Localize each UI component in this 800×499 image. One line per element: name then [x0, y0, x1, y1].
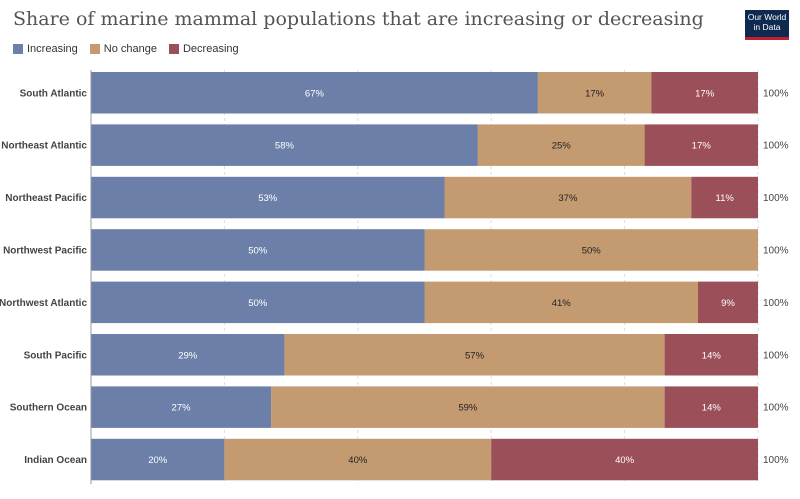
- data-label: 58%: [275, 141, 295, 152]
- data-label: 40%: [348, 455, 368, 466]
- bar-segment-no-change[interactable]: [284, 334, 665, 376]
- bar-segment-increasing[interactable]: [91, 438, 225, 481]
- logo-line-2: in Data: [753, 22, 781, 32]
- legend-swatch-decreasing: [168, 44, 179, 54]
- data-label: 59%: [458, 403, 478, 414]
- data-label: 57%: [465, 350, 485, 361]
- bar-segment-decreasing[interactable]: [651, 72, 758, 114]
- legend-item-increasing[interactable]: Increasing: [13, 43, 78, 55]
- data-label: 41%: [552, 298, 572, 309]
- bar-segment-no-change[interactable]: [224, 438, 492, 481]
- data-label: 53%: [258, 193, 278, 204]
- data-label: 17%: [585, 88, 605, 99]
- legend-item-decreasing[interactable]: Decreasing: [168, 43, 239, 55]
- bar-segment-no-change[interactable]: [444, 176, 692, 219]
- row-label: Southern Ocean: [10, 403, 87, 414]
- bar-segment-increasing[interactable]: [91, 334, 285, 376]
- bar-segment-decreasing[interactable]: [691, 176, 758, 219]
- bar-segment-increasing[interactable]: [91, 281, 425, 324]
- legend-swatch-increasing: [13, 44, 23, 54]
- data-label: 17%: [695, 88, 715, 99]
- data-label: 11%: [715, 193, 734, 204]
- data-label: 20%: [148, 455, 168, 466]
- logo-line-1: Our World: [747, 12, 787, 22]
- bar-segment-increasing[interactable]: [91, 72, 538, 114]
- legend: Increasing No change Decreasing: [13, 43, 251, 55]
- legend-label-increasing: Increasing: [27, 43, 78, 55]
- data-label: 67%: [305, 88, 325, 99]
- row-label: Northwest Atlantic: [0, 298, 87, 309]
- data-label: 50%: [248, 245, 268, 256]
- total-label: 100%: [763, 403, 789, 414]
- owid-logo[interactable]: Our World in Data: [745, 10, 789, 40]
- data-label: 17%: [692, 141, 712, 152]
- bar-segment-no-change[interactable]: [424, 229, 759, 271]
- data-label: 14%: [702, 350, 722, 361]
- legend-item-no-change[interactable]: No change: [89, 43, 157, 55]
- total-label: 100%: [763, 193, 789, 204]
- data-label: 40%: [615, 455, 635, 466]
- row-label: Northeast Pacific: [5, 193, 87, 204]
- bar-segment-no-change[interactable]: [537, 72, 652, 114]
- total-label: 100%: [763, 455, 789, 466]
- bar-segment-no-change[interactable]: [477, 124, 645, 166]
- data-label: 27%: [172, 403, 192, 414]
- data-label: 25%: [552, 141, 572, 152]
- bar-segment-decreasing[interactable]: [664, 386, 758, 428]
- chart-title: Share of marine mammal populations that …: [13, 8, 704, 30]
- total-label: 100%: [763, 350, 789, 361]
- bar-segment-no-change[interactable]: [424, 281, 698, 324]
- bar-segment-no-change[interactable]: [271, 386, 665, 428]
- data-label: 9%: [721, 298, 735, 309]
- legend-swatch-no-change: [89, 44, 100, 54]
- bar-segment-increasing[interactable]: [91, 124, 478, 166]
- total-label: 100%: [763, 245, 789, 256]
- legend-label-decreasing: Decreasing: [182, 43, 239, 55]
- row-label: Northeast Atlantic: [1, 141, 87, 152]
- data-label: 14%: [702, 403, 722, 414]
- row-label: Indian Ocean: [24, 455, 87, 466]
- data-label: 50%: [582, 245, 602, 256]
- total-label: 100%: [763, 88, 789, 99]
- row-label: South Atlantic: [20, 88, 88, 99]
- total-label: 100%: [763, 298, 789, 309]
- legend-label-no-change: No change: [103, 43, 157, 55]
- data-label: 37%: [558, 193, 578, 204]
- bar-segment-decreasing[interactable]: [644, 124, 758, 166]
- bar-segment-decreasing[interactable]: [664, 334, 758, 376]
- row-label: South Pacific: [24, 350, 88, 361]
- bar-segment-increasing[interactable]: [91, 176, 445, 219]
- bar-segment-increasing[interactable]: [91, 386, 272, 428]
- data-label: 50%: [248, 298, 268, 309]
- bar-segment-decreasing[interactable]: [697, 281, 758, 324]
- data-label: 29%: [178, 350, 198, 361]
- bar-segment-increasing[interactable]: [91, 229, 425, 271]
- bar-segment-decreasing[interactable]: [491, 438, 758, 481]
- total-label: 100%: [763, 141, 789, 152]
- row-label: Northwest Pacific: [3, 245, 87, 256]
